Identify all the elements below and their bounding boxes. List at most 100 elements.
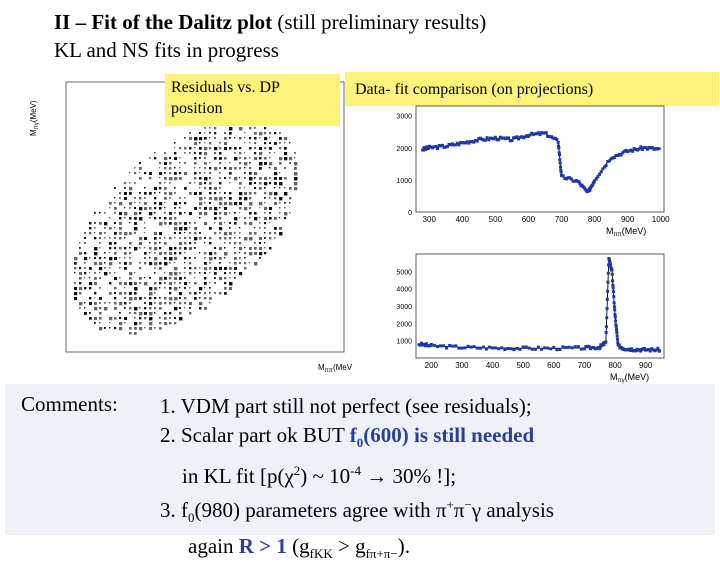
residual-cell [244,152,246,154]
residual-cell [194,282,197,285]
residual-cell [139,267,142,270]
residual-cell [79,292,82,295]
data-point [467,141,471,145]
data-point [604,325,608,329]
residual-cell [199,292,201,294]
residual-cell [209,142,212,145]
residual-cell [134,202,136,204]
x-tick-label: 900 [621,215,635,224]
residual-cell [129,327,132,330]
residual-cell [149,297,152,300]
residual-cell [179,272,181,274]
data-point [569,177,573,181]
data-point [549,347,553,351]
residual-cell [94,302,97,305]
residual-cell [259,247,263,251]
residual-cell [99,272,101,274]
residual-cell [99,297,102,300]
residual-cell [179,207,181,209]
data-point [517,137,521,141]
residual-cell [269,167,271,169]
data-point [613,308,617,312]
residual-cell [134,272,136,274]
residual-cell [259,202,263,206]
data-point [582,347,586,351]
residual-cell [259,152,263,156]
residual-cell [149,172,152,175]
data-point [463,346,467,350]
residual-cell [119,217,122,220]
residual-cell [154,257,158,261]
residual-cell [174,172,177,175]
residual-cell [169,212,172,215]
residual-cell [269,232,272,235]
residual-cell [189,242,192,245]
residual-cell [174,257,178,261]
residual-cell [239,242,242,245]
residual-cell [159,252,162,255]
residual-cell [284,157,288,161]
residual-cell [244,137,246,139]
residual-cell [104,227,106,229]
data-point [494,346,498,350]
residual-cell [129,302,131,304]
residual-cell [224,207,227,210]
residual-cell [184,242,187,245]
residual-cell [134,287,138,291]
residual-cell [144,262,147,265]
residual-cell [159,302,162,305]
residual-cell [244,177,246,179]
residual-cell [184,282,188,286]
data-point [610,272,614,276]
residual-cell [84,257,88,261]
data-point [632,147,636,151]
residual-cell [134,232,136,234]
residual-cell [89,312,91,314]
residual-cell [109,292,112,295]
residual-cell [199,157,201,159]
residual-cell [219,162,222,165]
data-point [484,347,488,351]
residual-cell [244,252,247,255]
residual-cell [119,312,121,314]
residual-cell [184,247,187,250]
residual-cell [89,257,91,259]
data-point [546,346,550,350]
data-point [520,135,524,139]
residual-cell [134,332,137,335]
data-point [594,177,598,181]
residual-cell [234,152,236,154]
residual-cell [94,212,96,214]
residual-cell [239,227,241,229]
residual-cell [154,207,157,210]
residual-cell [269,197,271,199]
data-point [615,331,619,335]
residual-cell [129,242,132,245]
residual-cell [99,222,102,225]
data-point [544,131,548,135]
residual-cell [179,297,181,299]
residual-cell [109,217,111,219]
residual-cell [174,252,177,255]
residual-cell [239,217,241,219]
residual-cell [124,182,127,185]
residual-cell [264,252,267,255]
data-point [521,345,525,349]
comments-list: 1. VDM part still not perfect (see resid… [160,392,554,569]
data-point [438,344,442,348]
residual-cell [184,277,186,279]
residual-cell [204,142,206,144]
data-point [652,147,656,151]
residual-cell [274,177,277,180]
residual-cell [204,147,208,151]
residual-cell [239,257,241,259]
data-point [429,342,433,346]
residual-cell [174,177,178,181]
residual-cell [129,222,131,224]
residual-cell [234,147,237,150]
residual-cell [164,277,167,280]
residual-cell [284,207,286,209]
residual-cell [204,152,208,156]
residual-cell [219,247,223,251]
data-point [530,347,534,351]
